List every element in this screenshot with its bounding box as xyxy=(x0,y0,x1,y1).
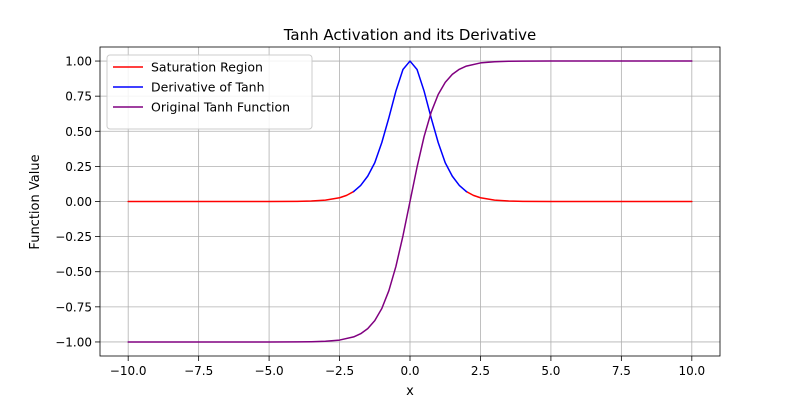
y-tick-label: 0.50 xyxy=(65,125,92,139)
x-tick-label: −7.5 xyxy=(184,364,213,378)
x-tick-label: −2.5 xyxy=(325,364,354,378)
chart-title: Tanh Activation and its Derivative xyxy=(283,26,536,44)
x-tick-label: 2.5 xyxy=(471,364,490,378)
y-tick-label: 1.00 xyxy=(65,55,92,69)
y-axis-label: Function Value xyxy=(28,154,43,249)
y-tick-label: 0.75 xyxy=(65,90,92,104)
y-tick-label: −0.50 xyxy=(55,265,92,279)
x-tick-label: 0.0 xyxy=(400,364,419,378)
legend-label-derivative-of-tanh: Derivative of Tanh xyxy=(151,80,265,95)
y-tick-label: −1.00 xyxy=(55,335,92,349)
x-tick-label: 5.0 xyxy=(541,364,560,378)
x-tick-label: 10.0 xyxy=(678,364,705,378)
legend: Saturation Region Derivative of Tanh Origi… xyxy=(107,55,312,129)
x-axis-label: x xyxy=(406,384,414,399)
x-tick-label: −5.0 xyxy=(255,364,284,378)
y-tick-label: 0.25 xyxy=(65,160,92,174)
legend-label-original-tanh-function: Original Tanh Function xyxy=(151,100,290,115)
legend-label-saturation-region: Saturation Region xyxy=(151,60,263,75)
y-tick-label: −0.25 xyxy=(55,230,92,244)
y-tick-label: 0.00 xyxy=(65,195,92,209)
x-tick-label: 7.5 xyxy=(612,364,631,378)
y-tick-label: −0.75 xyxy=(55,300,92,314)
x-tick-label: −10.0 xyxy=(110,364,147,378)
